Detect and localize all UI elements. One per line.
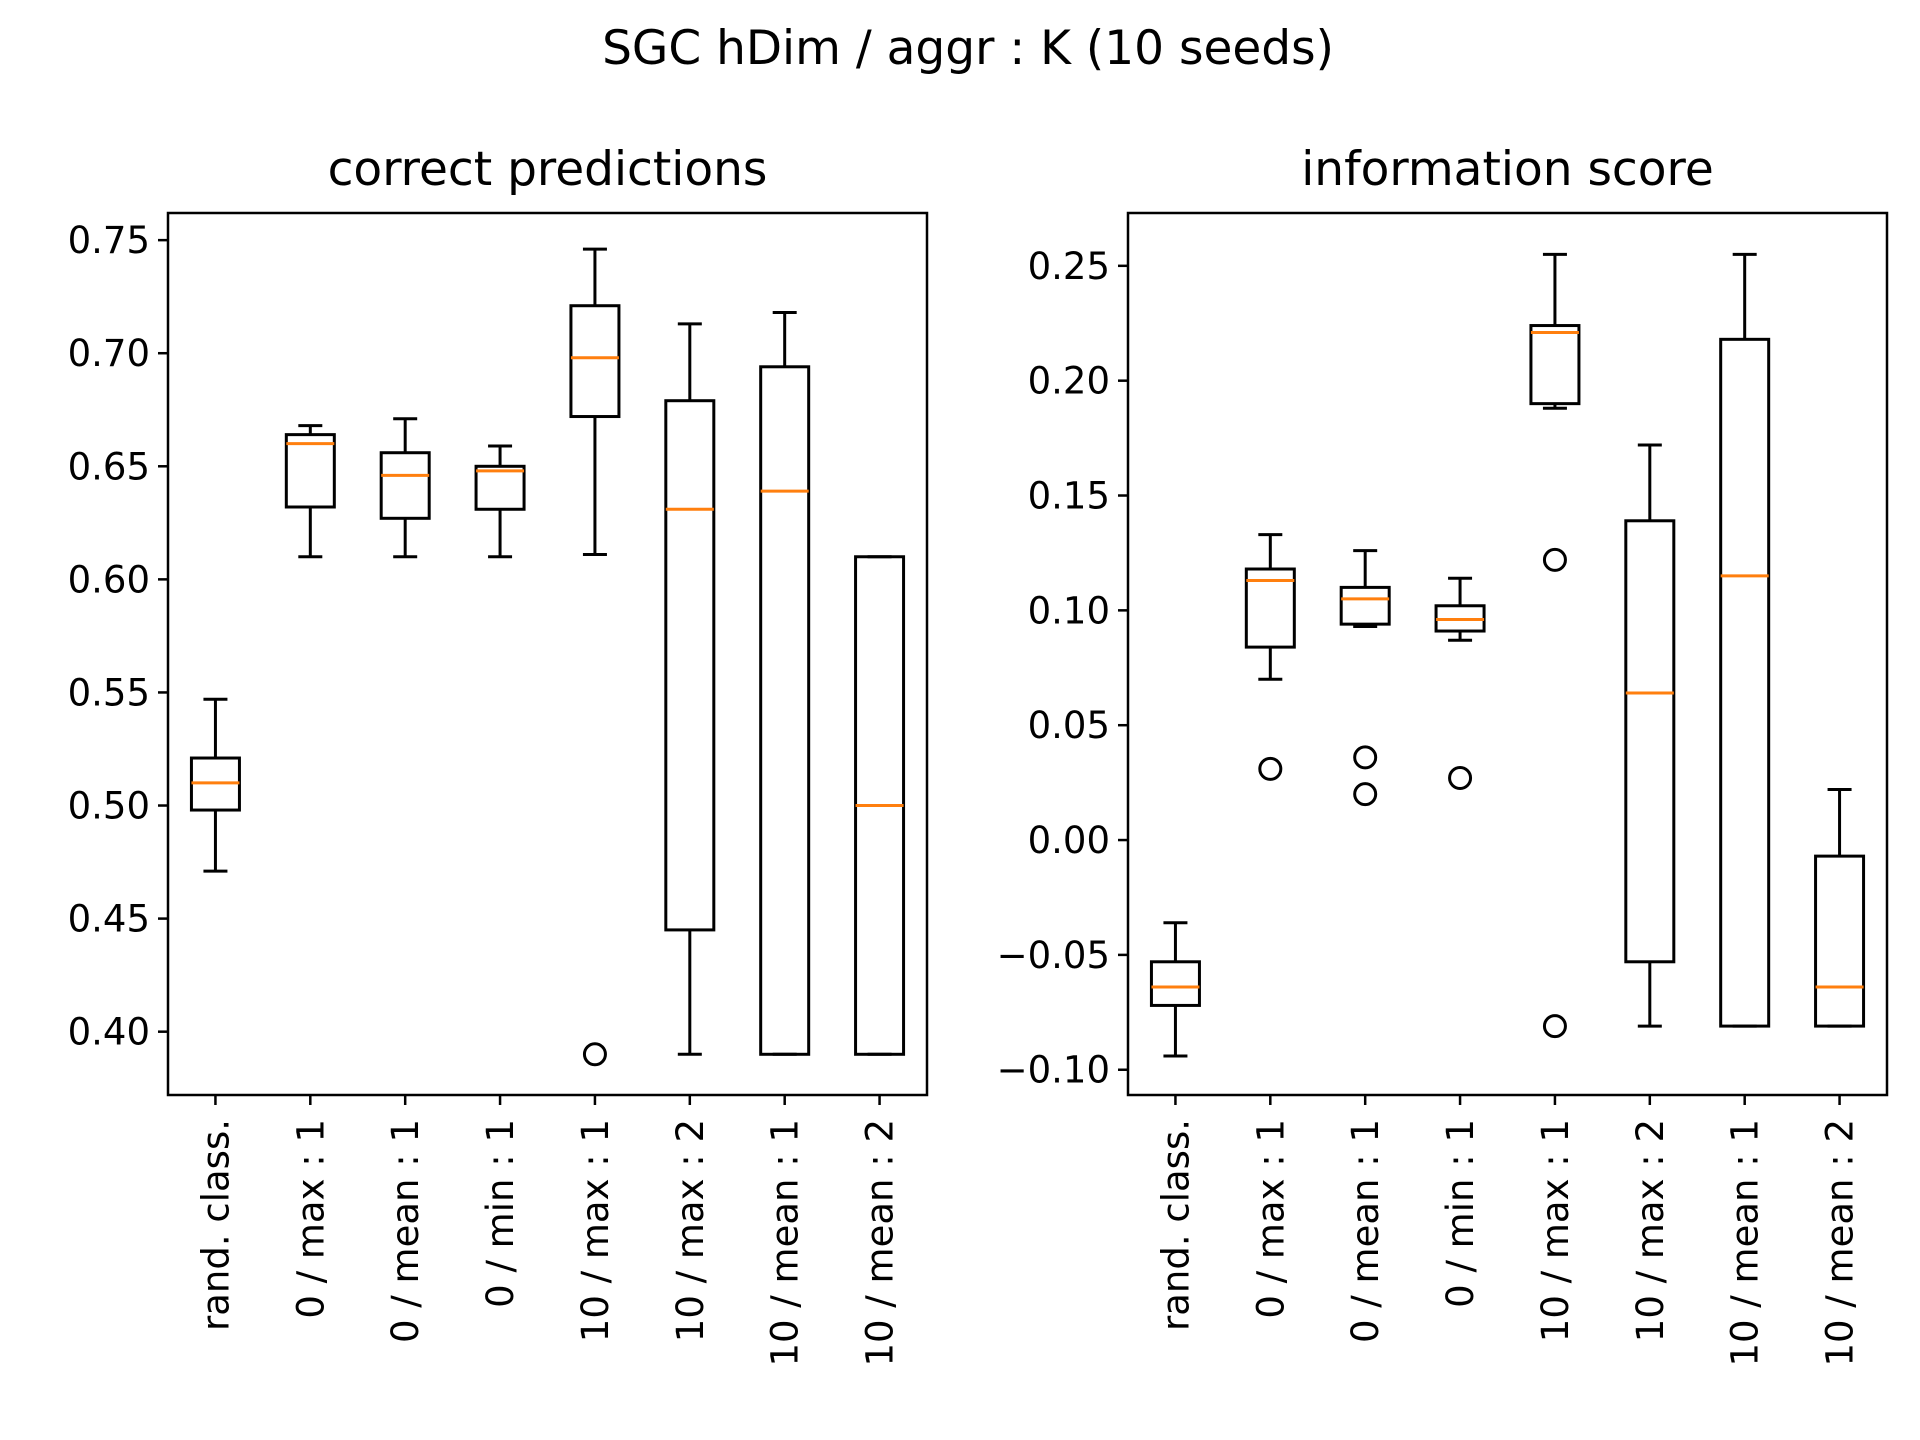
box-4 [1434, 576, 1486, 791]
box-3 [379, 417, 431, 559]
y-tick-label: 0.10 [1028, 589, 1110, 632]
x-tick-label: 10 / mean : 1 [764, 1119, 807, 1367]
y-tick-label: 0.65 [68, 445, 150, 488]
x-tick-label: 0 / mean : 1 [1344, 1119, 1387, 1343]
box-8 [854, 555, 906, 1056]
y-tick-label: 0.45 [68, 898, 150, 941]
box-5 [569, 247, 621, 1067]
x-tick-label: 10 / mean : 1 [1724, 1119, 1767, 1367]
x-tick-label: 10 / max : 2 [1629, 1119, 1672, 1342]
plot-frame [1126, 211, 1889, 1097]
iqr-box [1149, 960, 1201, 1007]
box-4 [474, 444, 526, 559]
outlier-point [1542, 547, 1567, 572]
outlier-point [1258, 756, 1283, 781]
y-tick-label: 0.75 [68, 219, 150, 262]
x-tick-label: rand. class. [194, 1119, 237, 1331]
iqr-box [1814, 854, 1866, 1028]
box-7 [1719, 252, 1771, 1028]
outlier-point [1353, 745, 1378, 770]
box-5 [1529, 252, 1581, 1039]
y-tick-label: 0.40 [68, 1011, 150, 1054]
y-tick-label: 0.05 [1028, 704, 1110, 747]
panel-title: correct predictions [328, 142, 768, 197]
x-tick-label: 10 / max : 2 [669, 1119, 712, 1342]
x-tick-label: 10 / mean : 2 [859, 1119, 902, 1367]
panel-1: correct predictions 0.40 0.45 0.50 0.55 0.60 0… [68, 142, 929, 1367]
y-tick-label: −0.05 [997, 934, 1110, 977]
box-8 [1814, 788, 1866, 1028]
iqr-box [379, 451, 431, 520]
box-1 [1149, 921, 1201, 1058]
x-tick-label: 0 / min : 1 [1439, 1119, 1482, 1308]
y-tick-label: −0.10 [997, 1049, 1110, 1092]
iqr-box [1339, 585, 1391, 626]
iqr-box [474, 464, 526, 511]
plot-frame [166, 211, 929, 1097]
box-7 [759, 311, 811, 1056]
iqr-box [284, 433, 336, 509]
iqr-box [1624, 519, 1676, 964]
x-tick-label: 0 / min : 1 [479, 1119, 522, 1308]
outlier-point [1542, 1014, 1567, 1039]
box-2 [284, 424, 336, 559]
y-tick-label: 0.70 [68, 332, 150, 375]
box-2 [1244, 533, 1296, 781]
iqr-box [1529, 324, 1581, 406]
x-tick-label: 10 / mean : 2 [1819, 1119, 1862, 1367]
iqr-box [569, 304, 621, 419]
y-tick-label: 0.50 [68, 785, 150, 828]
box-3 [1339, 549, 1391, 807]
y-tick-label: 0.00 [1028, 819, 1110, 862]
x-tick-label: rand. class. [1154, 1119, 1197, 1331]
x-tick-label: 0 / max : 1 [289, 1119, 332, 1319]
y-tick-label: 0.25 [1028, 245, 1110, 288]
outlier-point [582, 1042, 607, 1067]
x-tick-label: 0 / max : 1 [1249, 1119, 1292, 1319]
box-6 [1624, 443, 1676, 1028]
iqr-box [1244, 567, 1296, 649]
figure-title: SGC hDim / aggr : K (10 seeds) [602, 21, 1334, 76]
outlier-point [1353, 782, 1378, 807]
box-1 [189, 697, 241, 873]
x-tick-label: 10 / max : 1 [574, 1119, 617, 1342]
y-tick-label: 0.55 [68, 671, 150, 714]
iqr-box [664, 399, 716, 932]
box-6 [664, 322, 716, 1056]
y-tick-label: 0.15 [1028, 475, 1110, 518]
y-tick-label: 0.20 [1028, 360, 1110, 403]
iqr-box [759, 365, 811, 1056]
x-tick-label: 0 / mean : 1 [384, 1119, 427, 1343]
iqr-box [1719, 337, 1771, 1028]
panel-title: information score [1301, 142, 1714, 197]
y-tick-label: 0.60 [68, 558, 150, 601]
x-tick-label: 10 / max : 1 [1534, 1119, 1577, 1342]
panel-2: information score −0.10 −0.05 0.00 0.05 0.10 0… [997, 142, 1889, 1367]
outlier-point [1448, 766, 1473, 791]
